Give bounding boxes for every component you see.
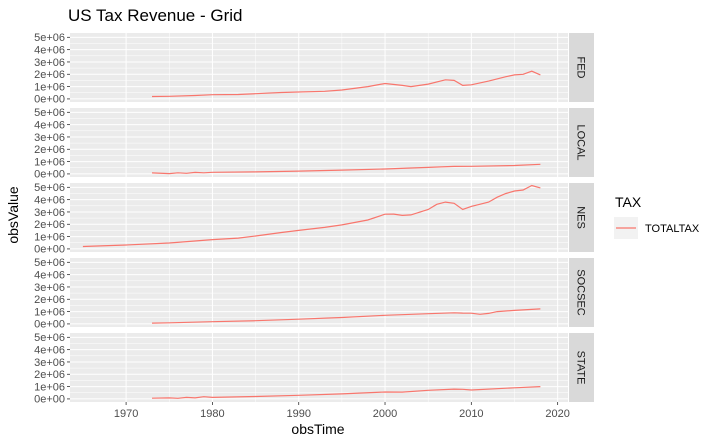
y-tick-label: 2e+06 — [34, 294, 65, 306]
series-line-socsec — [151, 308, 541, 324]
x-tick-label: 2020 — [545, 408, 569, 420]
y-tick-label: 1e+06 — [34, 156, 65, 168]
facet-panels: 0e+001e+062e+063e+064e+065e+06FED0e+001e… — [34, 32, 594, 406]
legend: TAX TOTALTAX — [614, 194, 700, 239]
series-line-local — [151, 163, 541, 175]
y-tick-label: 2e+06 — [34, 144, 65, 156]
series-line-state — [151, 386, 541, 399]
y-tick-label: 1e+06 — [34, 306, 65, 318]
y-tick-label: 0e+00 — [34, 94, 65, 106]
facet-strip-label: FED — [575, 57, 587, 79]
facet-strip — [569, 108, 594, 177]
panel-background — [70, 258, 568, 327]
y-tick-label: 0e+00 — [34, 394, 65, 406]
panel-background — [70, 333, 568, 402]
y-tick-label: 0e+00 — [34, 319, 65, 331]
y-axis-title: obsValue — [5, 186, 21, 244]
y-tick-label: 2e+06 — [34, 69, 65, 81]
y-tick-label: 2e+06 — [34, 219, 65, 231]
x-tick-label: 2010 — [459, 408, 483, 420]
x-axis-title: obsTime — [291, 421, 344, 437]
y-tick-label: 4e+06 — [34, 119, 65, 131]
y-tick-label: 3e+06 — [34, 132, 65, 144]
y-tick-label: 5e+06 — [34, 332, 65, 344]
y-tick-label: 3e+06 — [34, 357, 65, 369]
chart-title: US Tax Revenue - Grid — [68, 6, 242, 25]
y-tick-label: 3e+06 — [34, 57, 65, 69]
y-tick-label: 4e+06 — [34, 269, 65, 281]
facet-strip-label: SOCSEC — [575, 269, 587, 316]
y-tick-label: 1e+06 — [34, 81, 65, 93]
facet-strip — [569, 183, 594, 252]
facet-strip-label: NES — [575, 206, 587, 229]
panel-background — [70, 183, 568, 252]
facet-strip-label: STATE — [575, 351, 587, 385]
legend-title: TAX — [615, 194, 642, 210]
y-tick-label: 0e+00 — [34, 244, 65, 256]
facet-strip — [569, 333, 594, 402]
y-tick-label: 1e+06 — [34, 231, 65, 243]
x-axis: 1970 1980 1990 2000 2010 2020 — [114, 402, 570, 420]
y-tick-label: 2e+06 — [34, 369, 65, 381]
y-tick-label: 4e+06 — [34, 194, 65, 206]
panel-background — [70, 33, 568, 102]
y-tick-label: 5e+06 — [34, 257, 65, 269]
y-tick-label: 3e+06 — [34, 207, 65, 219]
y-tick-label: 0e+00 — [34, 169, 65, 181]
series-line-nes — [82, 184, 541, 248]
legend-label-totaltax: TOTALTAX — [645, 223, 700, 235]
x-tick-label: 1980 — [200, 408, 224, 420]
y-tick-label: 5e+06 — [34, 107, 65, 119]
y-tick-label: 1e+06 — [34, 381, 65, 393]
facet-strip-label: LOCAL — [575, 124, 587, 160]
y-tick-label: 5e+06 — [34, 32, 65, 44]
x-tick-label: 1990 — [286, 408, 310, 420]
y-tick-label: 3e+06 — [34, 282, 65, 294]
y-tick-label: 4e+06 — [34, 44, 65, 56]
x-tick-label: 2000 — [373, 408, 397, 420]
facet-strip — [569, 33, 594, 102]
facet-strip — [569, 258, 594, 327]
series-line-fed — [151, 70, 541, 98]
y-tick-label: 5e+06 — [34, 182, 65, 194]
x-tick-label: 1970 — [114, 408, 138, 420]
y-tick-label: 4e+06 — [34, 344, 65, 356]
